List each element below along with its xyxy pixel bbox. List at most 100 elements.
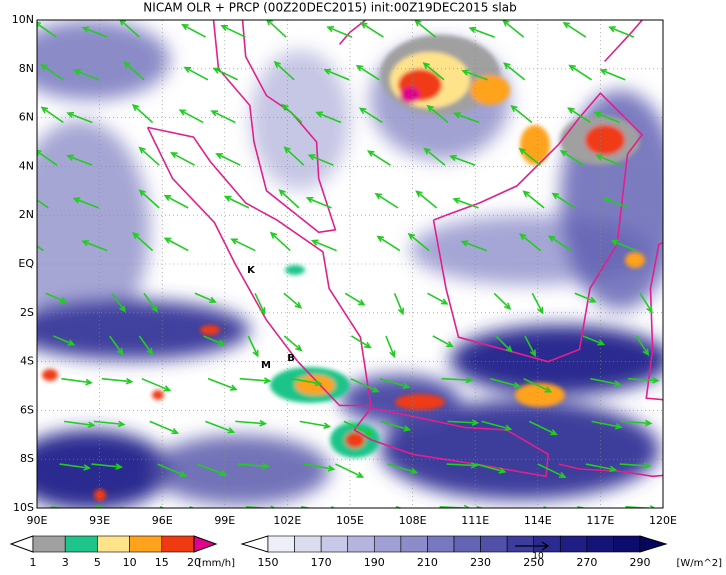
wind-arrow bbox=[40, 106, 64, 124]
wind-arrow bbox=[215, 153, 241, 166]
coastline bbox=[432, 92, 644, 363]
wind-arrow bbox=[266, 20, 287, 38]
wind-arrow bbox=[355, 64, 380, 81]
wind-arrow bbox=[101, 377, 134, 385]
wind-arrow bbox=[170, 152, 195, 166]
colorbar-swatch bbox=[267, 535, 295, 553]
wind-arrow bbox=[510, 104, 533, 124]
wind-arrow bbox=[490, 377, 522, 389]
wind-arrow bbox=[524, 335, 536, 358]
wind-arrow bbox=[81, 26, 108, 38]
colorbar-tick-label: 10 bbox=[123, 556, 137, 569]
wind-arrow bbox=[37, 198, 49, 209]
wind-arrow bbox=[37, 21, 57, 38]
coastline bbox=[146, 126, 372, 407]
wind-arrow bbox=[119, 20, 140, 38]
wind-arrow bbox=[547, 235, 572, 252]
wind-arrow bbox=[559, 149, 584, 166]
wind-arrow bbox=[374, 192, 399, 209]
wind-arrow bbox=[452, 197, 479, 209]
wind-arrow bbox=[531, 292, 544, 315]
wind-arrow bbox=[181, 24, 206, 38]
wind-arrow bbox=[522, 190, 545, 209]
wind-arrow bbox=[414, 20, 437, 38]
grid bbox=[37, 20, 663, 508]
wind-arrow bbox=[461, 69, 488, 81]
wind-arrow bbox=[595, 154, 622, 166]
map-area bbox=[37, 20, 663, 508]
wind-arrow bbox=[283, 146, 305, 166]
wind-arrow bbox=[40, 63, 64, 81]
wind-arrow bbox=[131, 103, 154, 124]
wind-arrow bbox=[619, 462, 652, 470]
wind-arrow bbox=[81, 239, 108, 252]
wind-arrow bbox=[602, 196, 629, 209]
wind-arrow bbox=[178, 109, 204, 124]
precip-field bbox=[42, 35, 645, 501]
colorbar-tick-label: 1 bbox=[30, 556, 37, 569]
lat-label: 4S bbox=[20, 355, 34, 368]
wind-arrow bbox=[610, 239, 637, 252]
wind-arrow bbox=[291, 377, 323, 387]
wind-arrow bbox=[310, 239, 337, 252]
wind-arrow bbox=[143, 292, 158, 313]
wind-arrow bbox=[66, 111, 93, 124]
wind-arrow bbox=[197, 463, 228, 477]
wind-arrow bbox=[326, 26, 353, 38]
wind-arrow bbox=[269, 231, 291, 252]
wind-arrow bbox=[323, 68, 350, 81]
wind-arrow bbox=[528, 420, 558, 436]
vector-reference-label: 10 bbox=[532, 552, 544, 562]
wind-arrow bbox=[66, 154, 93, 166]
wind-arrow bbox=[138, 146, 160, 166]
wind-arrow bbox=[608, 26, 635, 38]
wind-arrow bbox=[111, 292, 126, 313]
lon-label: 117E bbox=[586, 514, 614, 527]
wind-arrow bbox=[393, 292, 405, 316]
lat-label: 6N bbox=[19, 111, 34, 124]
wind-arrow bbox=[422, 62, 445, 81]
wind-arrow bbox=[385, 335, 396, 359]
wind-arrow bbox=[582, 335, 606, 346]
wind-arrow bbox=[59, 463, 92, 471]
wind-arrow bbox=[426, 104, 449, 124]
lat-label: 2S bbox=[20, 306, 34, 319]
wind-arrow bbox=[427, 292, 449, 305]
colorbar-swatch bbox=[64, 535, 98, 553]
wind-arrow bbox=[149, 420, 180, 435]
place-label: K bbox=[247, 265, 256, 276]
wind-arrow bbox=[183, 66, 209, 81]
wind-arrow bbox=[446, 462, 479, 469]
wind-arrow bbox=[593, 111, 620, 124]
wind-arrow bbox=[518, 147, 541, 166]
coastline bbox=[212, 20, 337, 234]
colorbar-swatch bbox=[161, 535, 195, 553]
wind-arrow bbox=[366, 150, 391, 166]
wind-arrow bbox=[141, 377, 172, 392]
wind-arrow bbox=[460, 240, 488, 252]
legends: 1 3 5 10 15 20[mm/h] 150 170 190 210 230 250 270 290 [… bbox=[9, 535, 722, 569]
wind-arrow bbox=[407, 232, 430, 252]
colorbar-tick-label: 270 bbox=[576, 556, 597, 569]
colorbar-swatch bbox=[347, 535, 375, 553]
wind-arrow bbox=[562, 21, 587, 38]
colorbar-swatch bbox=[97, 535, 130, 553]
wind-arrow bbox=[481, 420, 513, 432]
wind-arrow bbox=[163, 237, 189, 252]
wind-arrow bbox=[220, 24, 246, 38]
wind-arrow bbox=[163, 194, 189, 209]
wind-arrow bbox=[283, 292, 303, 309]
wind-arrow bbox=[387, 463, 419, 475]
colorbar-tick-label: 20 bbox=[187, 556, 201, 569]
wind-arrow bbox=[45, 292, 68, 304]
colorbar-swatch bbox=[32, 535, 66, 553]
wind-arrow bbox=[307, 154, 334, 166]
colorbar-swatch bbox=[453, 535, 481, 553]
colorbar-tick-label: 190 bbox=[364, 556, 385, 569]
wind-arrow bbox=[37, 245, 44, 252]
wind-arrow bbox=[335, 463, 365, 478]
wind-arrow bbox=[423, 147, 446, 166]
wind-arrow bbox=[502, 20, 525, 38]
wind-arrow bbox=[91, 463, 124, 470]
lat-label: 10N bbox=[12, 13, 34, 26]
